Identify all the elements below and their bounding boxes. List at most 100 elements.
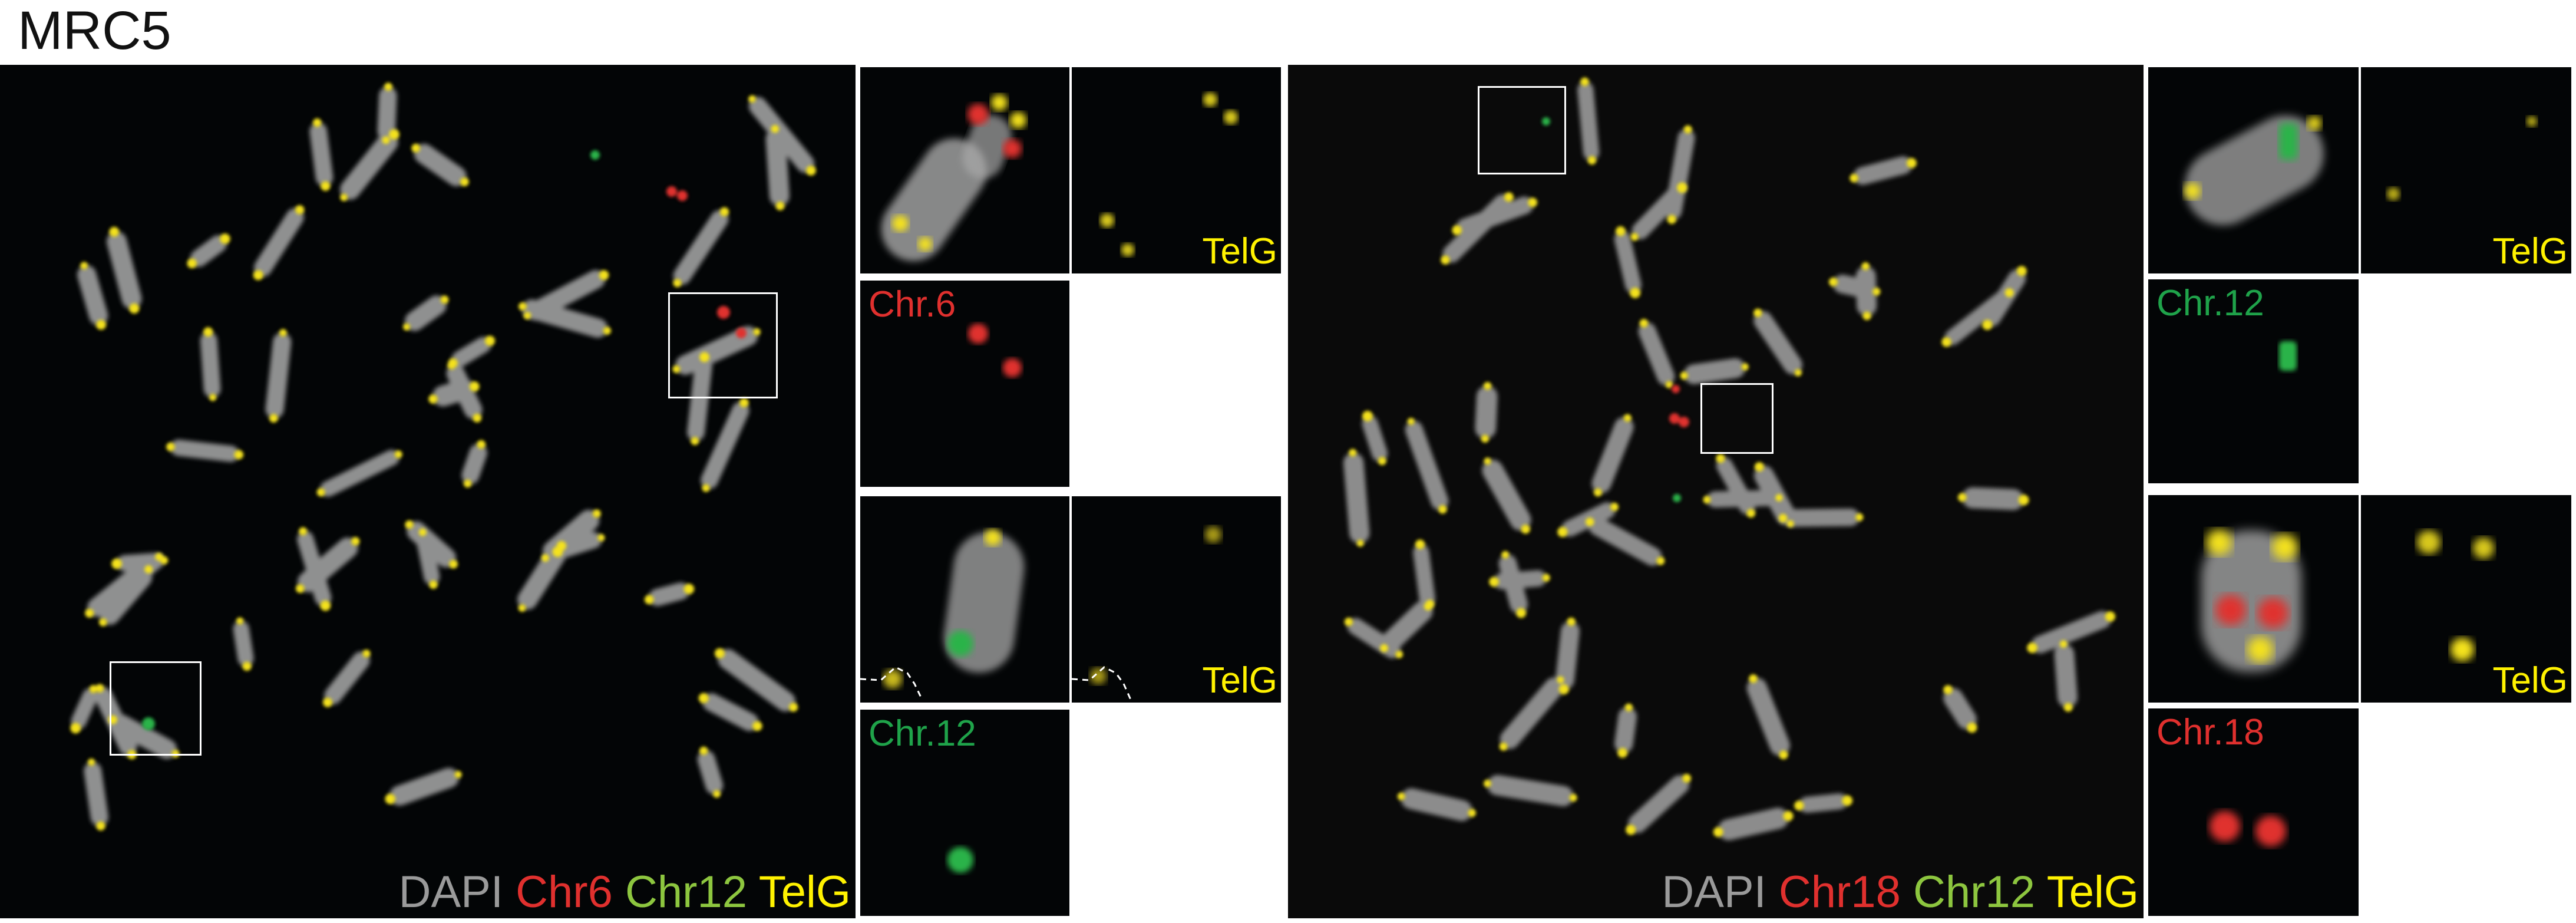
telomere-signal [1484, 457, 1491, 465]
inset-box-chr12-b[interactable] [1478, 86, 1566, 174]
telomere-signal [719, 207, 729, 216]
chromosome [389, 767, 459, 806]
telomere-signal [753, 328, 761, 336]
telomere-signal [1380, 644, 1388, 652]
telomere-signal [279, 329, 287, 337]
chromosome [702, 693, 759, 731]
chromosome [2054, 644, 2078, 708]
telomere-signal [1630, 288, 1641, 298]
chromosome [687, 357, 712, 441]
telomere-signal [556, 540, 567, 551]
telomere-signal [362, 650, 371, 658]
chr12-signal [142, 717, 155, 730]
telomere-signal [313, 118, 322, 127]
legend-chr6: Chr6 [516, 867, 613, 917]
telomere-signal [1746, 509, 1756, 518]
telomere-signal [1395, 651, 1403, 658]
chromosome [377, 87, 397, 140]
chromosome [649, 582, 689, 606]
chromosome [1962, 487, 2024, 510]
telomere-signal [1794, 800, 1804, 810]
telomere-signal [269, 414, 278, 423]
telomere-signal [1656, 556, 1665, 565]
telomere-signal [144, 565, 153, 573]
telomere-signal [1713, 827, 1723, 838]
chromosome [233, 621, 254, 667]
telomere-signal [80, 262, 88, 270]
telomere-signal [1677, 182, 1687, 193]
inset-grid-a-top: TelG Chr.6 [858, 65, 1283, 489]
chr6-signal [677, 190, 688, 201]
telomere-signal [1501, 550, 1510, 559]
legend-dapi: DAPI [1662, 867, 1766, 917]
chromosome [701, 401, 749, 489]
inset-chr12-signal-b: Chr.12 [2148, 279, 2359, 483]
chromosome [71, 688, 98, 729]
telomere-signal [1783, 810, 1794, 821]
chromosome [320, 450, 399, 497]
chromosome [1638, 322, 1675, 385]
telomere-signal [403, 323, 411, 331]
chromosome [265, 332, 292, 418]
telomere-signal [541, 554, 549, 562]
chromosome [673, 210, 729, 285]
chromosome [1381, 601, 1433, 652]
telomere-signal [1349, 449, 1357, 457]
telomere-signal [713, 790, 721, 798]
telomere-signal [166, 442, 175, 451]
inset-merge-chr6 [860, 67, 1069, 273]
telomere-signal [429, 580, 438, 589]
telomere-signal [1982, 319, 1993, 330]
telomere-signal [96, 319, 107, 330]
chromosome [1632, 185, 1685, 239]
telomere-signal [385, 793, 395, 805]
inset-merge-chr12 [860, 496, 1069, 703]
telomere-signal [1558, 684, 1569, 695]
telomere-signal [129, 303, 140, 314]
telomere-signal [1557, 676, 1564, 684]
chromosome [517, 544, 566, 610]
telomere-signal [2016, 266, 2027, 276]
inset-grid-b-top: TelG Chr.12 [2146, 65, 2574, 486]
telomere-signal [70, 723, 81, 734]
chromosome [340, 132, 398, 200]
chromosome [1555, 621, 1580, 690]
telomere-signal [1528, 197, 1538, 207]
chromosome [1475, 385, 1498, 439]
telomere-signal [1504, 192, 1514, 202]
telomere-signal [603, 327, 612, 335]
chr12-signals-b [1542, 117, 1681, 502]
telomere-signal [477, 440, 486, 449]
telomere-signal [109, 226, 120, 237]
telomere-signal [88, 759, 95, 766]
telomere-signal [220, 233, 230, 244]
inset-box-chr12[interactable] [110, 661, 202, 756]
inset-telg-chr12: TelG [1072, 496, 1281, 703]
chromosome [461, 444, 487, 484]
telomere-signal [1683, 125, 1692, 134]
inset-box-chr6[interactable] [668, 292, 778, 398]
legend-a: DAPI Chr6 Chr12 TelG [399, 868, 851, 917]
telomere-signal [771, 125, 780, 133]
legend-b: DAPI Chr18 Chr12 TelG [1662, 868, 2139, 917]
inset-box-chr18-b[interactable] [1700, 383, 1774, 454]
telomere-signal [1741, 363, 1749, 371]
chromosome [1718, 807, 1789, 840]
telomere-signal [394, 450, 402, 459]
telomere-signal [1499, 742, 1508, 751]
telomere-signal [1489, 576, 1499, 587]
chr12-label: Chr.12 [2156, 283, 2264, 324]
legend-telg: TelG [2046, 867, 2139, 917]
chr18-signals-b [1669, 385, 1689, 427]
telomere-signal [295, 584, 305, 594]
telomere-signal [1617, 748, 1628, 758]
chromosome [111, 714, 177, 759]
telomere-signal [1862, 311, 1871, 321]
telomere-signal [1639, 319, 1649, 328]
chr12-signals-a [142, 150, 600, 730]
chromosome [1854, 156, 1912, 185]
telomere-signal [1425, 599, 1435, 609]
telomere-signal [1775, 494, 1783, 502]
telomere-signal [411, 143, 421, 153]
telomere-signal [1542, 573, 1550, 582]
